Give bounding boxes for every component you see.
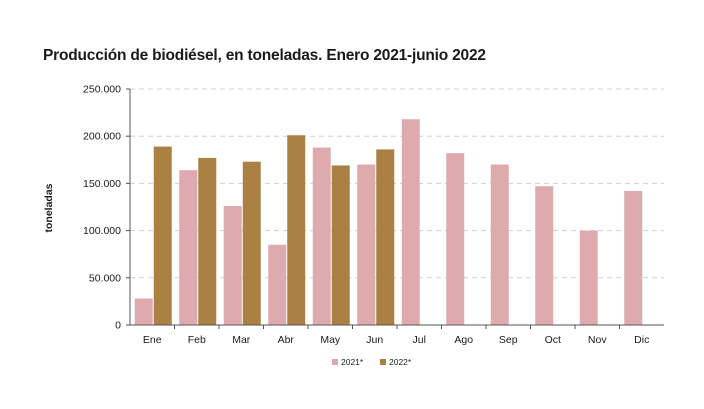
chart-title: Producción de biodiésel, en toneladas. E… [43,47,486,64]
legend-label: 2021* [341,357,364,367]
x-tick-label: Oct [545,334,561,346]
legend: 2021* 2022* [332,357,412,367]
bar-2021-ago [446,153,465,325]
y-tick-labels: 0 50.000 100.000 150.000 200.000 250.000 [83,84,121,332]
bar-2022-may [331,165,350,325]
bar-2021-dic [624,190,643,325]
bar-2021-nov [579,230,598,325]
bar-2022-mar [242,161,261,325]
x-tick-label: Ago [454,334,473,346]
x-tick-label: Jun [366,334,383,346]
y-tick-label: 100.000 [83,225,121,237]
bar-2022-ene [153,146,172,325]
x-tick-label: Nov [588,334,607,346]
x-tick-label: May [320,334,341,346]
bar-2021-abr [268,244,287,325]
y-tick-label: 150.000 [83,178,121,190]
bar-2021-jun [357,164,376,325]
legend-swatch [332,359,338,365]
x-tick-label: Ene [143,334,162,346]
y-axis-label: toneladas [43,183,55,232]
gridlines [126,88,664,329]
legend-label: 2022* [389,357,412,367]
bar-2022-jun [376,149,395,325]
axes [129,89,664,326]
bar-2021-ene [134,298,153,325]
x-tick-label: Feb [188,334,206,346]
y-tick-label: 200.000 [83,131,121,143]
x-tick-labels: Ene Feb Mar Abr May Jun Jul Ago Sep Oct Nov Dic [143,334,649,346]
y-tick-label: 250.000 [83,84,121,96]
x-tick-label: Jul [413,334,426,346]
legend-swatch [380,359,386,365]
y-tick-label: 0 [115,320,121,332]
bar-2021-oct [535,186,554,325]
bar-2022-feb [198,157,217,325]
bar-2022-abr [287,135,306,325]
x-tick-label: Mar [232,334,251,346]
bars [134,119,643,325]
bar-2021-sep [490,164,509,325]
x-tick-label: Dic [634,334,649,346]
x-tick-label: Abr [278,334,295,346]
bar-2021-may [312,147,331,325]
bar-2021-jul [401,119,420,325]
y-tick-label: 50.000 [89,272,121,284]
bar-2021-mar [223,206,242,325]
x-tick-label: Sep [499,334,518,346]
bar-2021-feb [179,170,198,325]
